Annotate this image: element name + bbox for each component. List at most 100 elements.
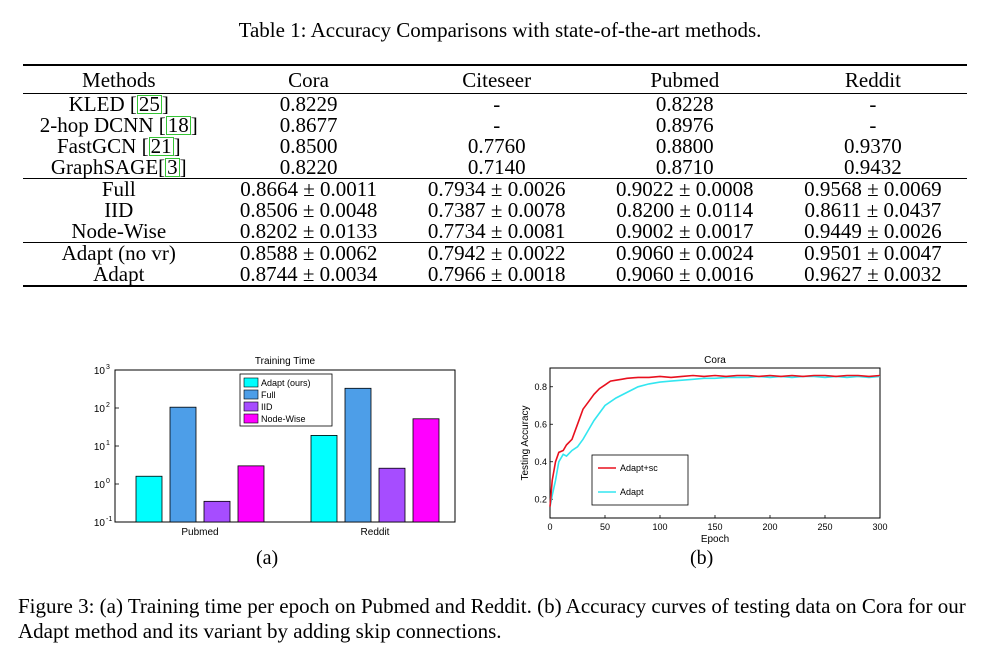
x-tick-label: 200 — [762, 522, 777, 532]
accuracy-cell: - — [869, 113, 877, 137]
accuracy-curve-chart: Cora 0 50 100 150 200 250 300 0.2 0.4 0.6 0.8 Epoch T… — [520, 355, 888, 545]
legend-swatch — [243, 413, 259, 424]
y-tick-exponent: 2 — [106, 402, 110, 409]
accuracy-cell: 0.8228 — [655, 92, 714, 116]
accuracy-cell: 0.7934 ± 0.0026 — [427, 177, 566, 201]
table-row: 2-hop DCNN [18] 0.8677 - 0.8976 - — [23, 115, 967, 136]
accuracy-cell: 0.8229 — [279, 92, 338, 116]
legend-label: Full — [261, 390, 276, 400]
x-tick-label: Reddit — [361, 527, 390, 538]
legend-label: Adapt (ours) — [261, 378, 311, 388]
method-name-cell: Adapt (no vr) — [23, 243, 215, 265]
column-header-pubmed: Pubmed — [650, 68, 720, 92]
accuracy-cell: 0.8200 ± 0.0114 — [616, 198, 754, 222]
y-tick-label: 10 — [94, 404, 106, 415]
subfigure-label-a: (a) — [256, 547, 279, 569]
accuracy-cell: 0.8744 ± 0.0034 — [239, 262, 378, 286]
accuracy-cell: 0.8611 ± 0.0437 — [804, 198, 942, 222]
x-tick-label: 50 — [600, 522, 610, 532]
y-tick-exponent: 3 — [106, 364, 110, 371]
legend-swatch — [243, 389, 259, 400]
table-row: GraphSAGE[3] 0.8220 0.7140 0.8710 0.9432 — [23, 157, 967, 179]
x-tick-label: 300 — [872, 522, 887, 532]
y-tick-label: 0.8 — [534, 382, 547, 392]
y-tick-label: 10 — [94, 518, 106, 529]
legend-label: IID — [261, 402, 273, 412]
method-name-cell: 2-hop DCNN [18] — [39, 113, 198, 137]
method-name: KLED — [68, 92, 130, 116]
accuracy-cell: 0.9627 ± 0.0032 — [804, 262, 942, 286]
legend-label: Adapt+sc — [620, 463, 658, 473]
accuracy-cell: 0.8506 ± 0.0048 — [239, 198, 378, 222]
method-name-cell: Adapt — [23, 264, 215, 286]
y-tick-label: 10 — [94, 442, 106, 453]
figure-caption: Figure 3: (a) Training time per epoch on… — [18, 594, 966, 643]
column-header-cora: Cora — [288, 68, 329, 92]
citation-close-bracket: ] — [173, 134, 181, 158]
method-name-cell: IID — [23, 200, 215, 221]
accuracy-cell: 0.7966 ± 0.0018 — [427, 262, 566, 286]
accuracy-cell: 0.9022 ± 0.0008 — [616, 177, 754, 201]
chart-title: Training Time — [255, 356, 316, 367]
y-tick-label: 10 — [94, 366, 106, 377]
table-row: Adapt (no vr) 0.8588 ± 0.0062 0.7942 ± 0.0… — [23, 241, 967, 265]
method-name: FastGCN — [56, 134, 142, 158]
chart-title: Cora — [704, 355, 726, 366]
accuracy-cell: 0.8710 — [655, 155, 714, 179]
column-header-reddit: Reddit — [844, 68, 901, 92]
accuracy-cell: 0.7140 — [467, 155, 526, 179]
accuracy-cell: 0.9501 ± 0.0047 — [804, 241, 942, 265]
y-tick-exponent: -1 — [106, 516, 112, 523]
bar-reddit-3 — [412, 418, 440, 523]
method-name: 2-hop DCNN — [39, 113, 159, 137]
bar-pubmed-2 — [203, 500, 231, 523]
method-name-cell: Full — [23, 179, 215, 201]
legend-box — [591, 454, 689, 506]
accuracy-cell: 0.7387 ± 0.0078 — [427, 198, 566, 222]
y-tick-exponent: 1 — [106, 440, 110, 447]
method-name: GraphSAGE — [50, 155, 159, 179]
accuracy-cell: 0.8500 — [279, 134, 338, 158]
method-name-cell: Node-Wise — [23, 221, 215, 243]
y-tick-exponent: 0 — [106, 478, 110, 485]
x-tick-label: 150 — [707, 522, 722, 532]
accuracy-cell: - — [493, 113, 501, 137]
x-tick-label: 100 — [652, 522, 667, 532]
accuracy-cell: 0.8664 ± 0.0011 — [240, 177, 377, 201]
method-name-cell: GraphSAGE[3] — [50, 155, 187, 179]
legend-swatch — [243, 377, 259, 388]
accuracy-cell: - — [869, 92, 877, 116]
table-row: Node-Wise 0.8202 ± 0.0133 0.7734 ± 0.0081 0… — [23, 221, 967, 243]
citation-link[interactable]: 18 — [165, 113, 191, 137]
subfigure-label-b: (b) — [690, 547, 714, 569]
method-name: IID — [104, 198, 134, 222]
y-tick-label: 0.4 — [534, 457, 547, 467]
citation-link[interactable]: 21 — [148, 134, 174, 158]
method-name: Node-Wise — [71, 219, 167, 243]
table-row: KLED [25] 0.8229 - 0.8228 - — [23, 92, 967, 116]
y-tick-label: 0.2 — [534, 494, 547, 504]
bar-reddit-2 — [378, 467, 406, 523]
accuracy-cell: 0.9568 ± 0.0069 — [804, 177, 942, 201]
citation-link[interactable]: 25 — [136, 92, 162, 116]
table-row: FastGCN [21] 0.8500 0.7760 0.8800 0.9370 — [23, 136, 967, 157]
legend-swatch — [243, 401, 259, 412]
citation-link[interactable]: 3 — [165, 155, 180, 179]
accuracy-cell: - — [493, 92, 501, 116]
table-row: Adapt 0.8744 ± 0.0034 0.7966 ± 0.0018 0.906… — [23, 264, 967, 286]
accuracy-table: Methods Cora Citeseer Pubmed Reddit KLED… — [23, 64, 967, 287]
bar-reddit-0 — [310, 435, 338, 523]
x-axis-label: Epoch — [701, 534, 729, 545]
bar-pubmed-1 — [169, 406, 197, 523]
y-axis-label: Testing Accuracy — [520, 405, 531, 480]
column-header-methods: Methods — [82, 68, 156, 92]
bar-reddit-1 — [344, 387, 372, 523]
bar-pubmed-0 — [135, 475, 163, 523]
accuracy-cell: 0.7760 — [467, 134, 526, 158]
y-tick-label: 0.6 — [534, 419, 547, 429]
accuracy-cell: 0.9060 ± 0.0016 — [616, 262, 754, 286]
method-name: Full — [101, 177, 136, 201]
accuracy-cell: 0.7942 ± 0.0022 — [427, 241, 566, 265]
x-tick-label: Pubmed — [181, 527, 218, 538]
